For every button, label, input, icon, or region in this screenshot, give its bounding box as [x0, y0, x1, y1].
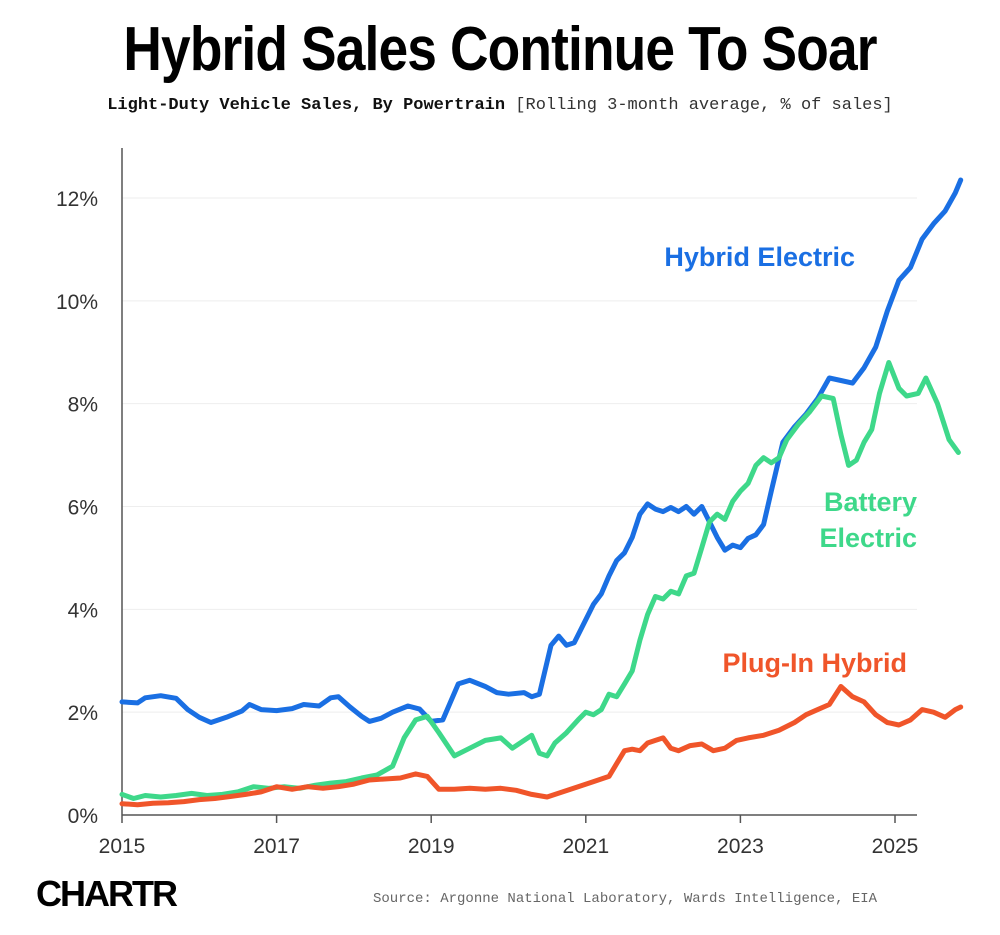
- subtitle-note: [Rolling 3-month average, % of sales]: [515, 96, 893, 115]
- grid-layer: [122, 197, 917, 713]
- y-tick-label: 0%: [68, 805, 98, 828]
- series-label-hybrid: Hybrid Electric: [664, 242, 855, 272]
- y-tick-label: 4%: [68, 599, 98, 622]
- series-label-battery: Battery: [824, 487, 917, 517]
- label-layer: Hybrid Electric Battery Electric Plug-In Hy…: [664, 242, 917, 678]
- chart-subtitle: Light-Duty Vehicle Sales, By Powertrain …: [0, 96, 1000, 115]
- y-tick-label: 12%: [56, 188, 98, 211]
- series-layer: [119, 177, 964, 808]
- x-tick-label: 2019: [408, 835, 455, 858]
- x-tick-label: 2025: [872, 835, 919, 858]
- x-tick-label: 2023: [717, 835, 764, 858]
- x-tick-label: 2015: [99, 835, 146, 858]
- tick-layer: 0% 2% 4% 6% 8% 10% 12% 2015 2017 2019 2021 2023 2025: [56, 188, 918, 858]
- chart-title: Hybrid Sales Continue To Soar: [123, 15, 877, 84]
- series-line-plugin: [119, 684, 964, 808]
- series-label-plugin: Plug-In Hybrid: [723, 648, 908, 678]
- y-tick-label: 10%: [56, 291, 98, 314]
- x-tick-label: 2017: [253, 835, 300, 858]
- y-tick-label: 8%: [68, 394, 98, 417]
- series-line-battery: [119, 360, 961, 801]
- x-tick-label: 2021: [562, 835, 609, 858]
- subtitle-main: Light-Duty Vehicle Sales, By Powertrain: [107, 96, 506, 115]
- chartr-logo: CHARTR: [36, 873, 178, 914]
- y-tick-label: 2%: [68, 702, 98, 725]
- series-label-battery: Electric: [819, 523, 917, 553]
- y-tick-label: 6%: [68, 497, 98, 520]
- source-note: Source: Argonne National Laboratory, War…: [373, 891, 878, 907]
